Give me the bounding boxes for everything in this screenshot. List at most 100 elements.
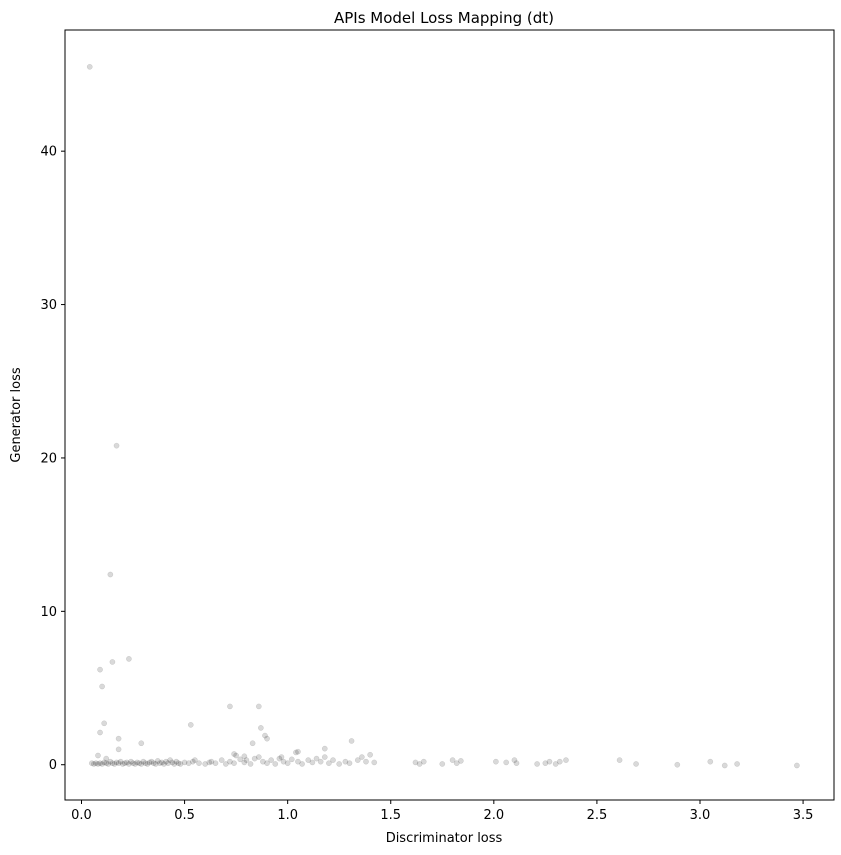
data-point — [107, 571, 114, 578]
data-point — [101, 720, 108, 727]
data-point — [243, 757, 250, 763]
data-point — [721, 762, 728, 769]
data-point — [189, 758, 196, 765]
data-point — [295, 758, 301, 765]
data-point — [231, 760, 237, 767]
data-point — [111, 761, 118, 767]
data-point — [453, 760, 460, 767]
data-point — [99, 683, 105, 690]
data-point — [346, 760, 353, 767]
data-point — [227, 703, 233, 710]
data-point — [241, 759, 248, 766]
data-point — [348, 738, 355, 744]
data-point — [276, 755, 283, 762]
data-point — [105, 761, 112, 767]
data-point — [208, 758, 215, 765]
data-point — [542, 760, 549, 767]
data-point — [280, 758, 287, 765]
data-point — [268, 757, 275, 763]
data-point — [88, 760, 95, 767]
data-point — [132, 761, 138, 767]
data-point — [107, 758, 114, 765]
data-point — [144, 761, 151, 767]
data-point — [249, 740, 256, 747]
y-tick-label: 40 — [40, 145, 57, 160]
data-point — [126, 761, 132, 767]
data-point — [136, 760, 143, 767]
data-point — [255, 703, 262, 710]
data-point — [130, 760, 136, 767]
y-tick-label: 10 — [40, 605, 57, 620]
data-point — [493, 758, 499, 765]
x-axis-label: Discriminator loss — [386, 831, 503, 846]
data-point — [237, 756, 244, 763]
y-tick-label: 20 — [40, 451, 57, 466]
data-point — [206, 759, 213, 766]
data-point — [134, 759, 141, 766]
data-point — [293, 749, 299, 756]
data-point — [150, 760, 157, 767]
data-point — [163, 758, 169, 765]
data-point — [449, 757, 456, 763]
data-point — [156, 760, 163, 767]
data-point — [284, 760, 291, 767]
data-point — [97, 760, 103, 767]
data-point — [299, 761, 305, 767]
data-point — [321, 754, 328, 760]
data-point — [138, 761, 145, 767]
data-point — [367, 751, 373, 758]
data-point — [416, 761, 423, 767]
data-point — [258, 725, 264, 731]
data-point — [354, 757, 361, 763]
x-tick-label: 0.5 — [174, 808, 195, 823]
data-point — [326, 760, 332, 767]
data-point — [420, 758, 427, 765]
data-point — [91, 761, 97, 767]
data-point — [534, 761, 540, 767]
data-point — [251, 755, 258, 762]
data-point — [305, 757, 312, 763]
data-point — [552, 761, 559, 767]
data-point — [109, 760, 116, 767]
data-point — [212, 760, 219, 767]
data-point — [103, 760, 110, 767]
data-point — [86, 63, 93, 70]
data-point — [359, 754, 365, 760]
data-point — [457, 758, 464, 764]
data-point — [109, 659, 116, 665]
data-point — [342, 758, 349, 765]
data-point — [124, 759, 130, 766]
data-point — [161, 761, 167, 767]
data-point — [154, 758, 161, 764]
data-point — [95, 761, 101, 767]
data-point — [231, 751, 237, 757]
data-point — [115, 760, 122, 767]
data-point — [503, 759, 510, 766]
data-point — [169, 759, 176, 766]
data-point — [138, 740, 145, 747]
data-point — [185, 760, 192, 767]
data-point — [412, 759, 419, 766]
data-point — [288, 756, 295, 763]
data-point — [173, 758, 180, 765]
data-point — [794, 762, 800, 769]
data-point — [255, 754, 262, 760]
data-point — [187, 721, 194, 728]
data-point — [152, 761, 159, 767]
data-point — [295, 748, 301, 755]
data-point — [128, 758, 134, 765]
y-axis-ticks: 0 10 20 30 40 — [40, 145, 65, 773]
data-point — [113, 759, 120, 766]
data-point — [222, 761, 229, 767]
data-point — [181, 759, 188, 766]
data-point — [167, 757, 173, 763]
data-point — [165, 760, 171, 767]
data-point — [218, 757, 225, 763]
data-point — [93, 760, 99, 767]
data-point — [546, 758, 553, 765]
data-point — [103, 755, 110, 762]
data-point — [321, 745, 328, 752]
x-tick-label: 2.0 — [483, 808, 504, 823]
data-point — [177, 761, 184, 767]
data-point — [363, 758, 369, 765]
